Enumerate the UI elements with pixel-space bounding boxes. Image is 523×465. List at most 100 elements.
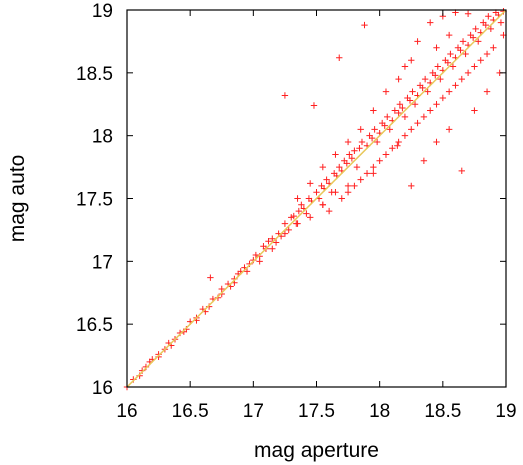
data-point	[458, 167, 465, 175]
data-point	[419, 84, 426, 92]
data-point	[323, 176, 330, 183]
data-point	[332, 189, 339, 196]
data-point	[395, 75, 402, 83]
data-point	[447, 50, 454, 58]
data-point	[363, 170, 371, 177]
data-point	[408, 126, 415, 133]
data-point	[394, 142, 401, 149]
data-point	[427, 19, 434, 26]
data-point	[325, 207, 333, 215]
y-tick-label: 16.5	[76, 315, 113, 336]
data-point	[386, 126, 393, 133]
data-point	[351, 147, 358, 154]
x-tick-label: 17.5	[298, 401, 335, 422]
data-point	[243, 268, 251, 275]
data-point	[310, 102, 318, 109]
data-point	[207, 274, 214, 281]
data-point	[391, 107, 399, 114]
y-tick-label: 16	[92, 378, 113, 399]
data-point	[343, 160, 351, 167]
data-point	[384, 113, 391, 121]
data-point	[346, 151, 353, 158]
data-point	[472, 25, 479, 33]
data-point	[373, 138, 381, 146]
data-point	[371, 126, 378, 133]
data-point	[462, 50, 469, 58]
data-point	[420, 113, 428, 121]
data-point	[469, 34, 477, 41]
data-point	[370, 163, 377, 171]
data-point	[485, 13, 492, 20]
data-point	[401, 132, 409, 139]
data-point	[306, 214, 314, 221]
data-point	[295, 207, 303, 215]
data-point	[449, 63, 457, 70]
y-tick-label: 18.5	[76, 64, 113, 85]
data-point	[269, 235, 276, 242]
data-point	[433, 138, 440, 146]
data-point	[424, 88, 431, 95]
data-point	[303, 210, 310, 217]
y-axis-label: mag auto	[6, 155, 29, 243]
y-tick-label: 17	[92, 252, 113, 273]
data-point	[464, 10, 472, 17]
data-point	[370, 170, 377, 177]
data-point	[409, 88, 416, 95]
data-point	[382, 151, 390, 158]
data-point	[444, 59, 452, 66]
data-point	[356, 145, 363, 152]
data-point	[332, 151, 339, 158]
data-point	[269, 245, 276, 252]
data-point	[306, 180, 314, 187]
data-point	[458, 75, 465, 83]
data-point	[452, 82, 459, 89]
data-point	[265, 238, 272, 245]
data-point	[382, 88, 390, 95]
data-point	[487, 25, 495, 33]
data-point	[290, 212, 297, 220]
data-point	[348, 155, 356, 162]
data-point	[294, 195, 301, 202]
data-point	[353, 163, 361, 171]
data-point	[252, 251, 260, 259]
data-point	[344, 189, 352, 196]
y-tick-label: 17.5	[76, 190, 113, 211]
data-point	[482, 21, 489, 29]
data-point	[427, 107, 434, 114]
x-tick-label: 16.5	[172, 401, 209, 422]
data-point	[477, 57, 484, 64]
x-axis: 16 16.5 17 17.5 18 18.5 19	[116, 10, 517, 422]
data-point	[357, 176, 364, 183]
data-point	[433, 44, 440, 51]
x-tick-label: 18.5	[424, 401, 461, 422]
data-point	[395, 109, 402, 117]
y-tick-label: 18	[92, 127, 113, 148]
data-point	[414, 38, 421, 45]
data-point	[357, 126, 364, 133]
data-point	[411, 101, 419, 108]
data-point	[401, 63, 409, 70]
x-axis-label: mag aperture	[254, 439, 379, 462]
data-point	[294, 220, 301, 227]
data-point	[439, 94, 447, 102]
data-point	[471, 107, 478, 114]
data-point	[490, 44, 497, 51]
data-point	[434, 63, 441, 70]
data-point	[401, 113, 409, 121]
data-point	[298, 201, 305, 208]
data-point	[336, 54, 343, 61]
x-tick-label: 18	[369, 401, 390, 422]
data-point	[381, 122, 388, 129]
x-tick-label: 19	[495, 401, 516, 422]
y-tick-label: 19	[92, 1, 113, 22]
data-point	[336, 163, 343, 171]
data-point	[313, 189, 320, 196]
data-point	[395, 138, 402, 146]
data-point	[281, 92, 289, 99]
data-point	[399, 104, 406, 112]
data-point	[344, 138, 352, 146]
data-point	[437, 75, 444, 83]
data-point	[445, 126, 453, 133]
x-tick-label: 17	[243, 401, 264, 422]
data-point	[361, 21, 368, 29]
